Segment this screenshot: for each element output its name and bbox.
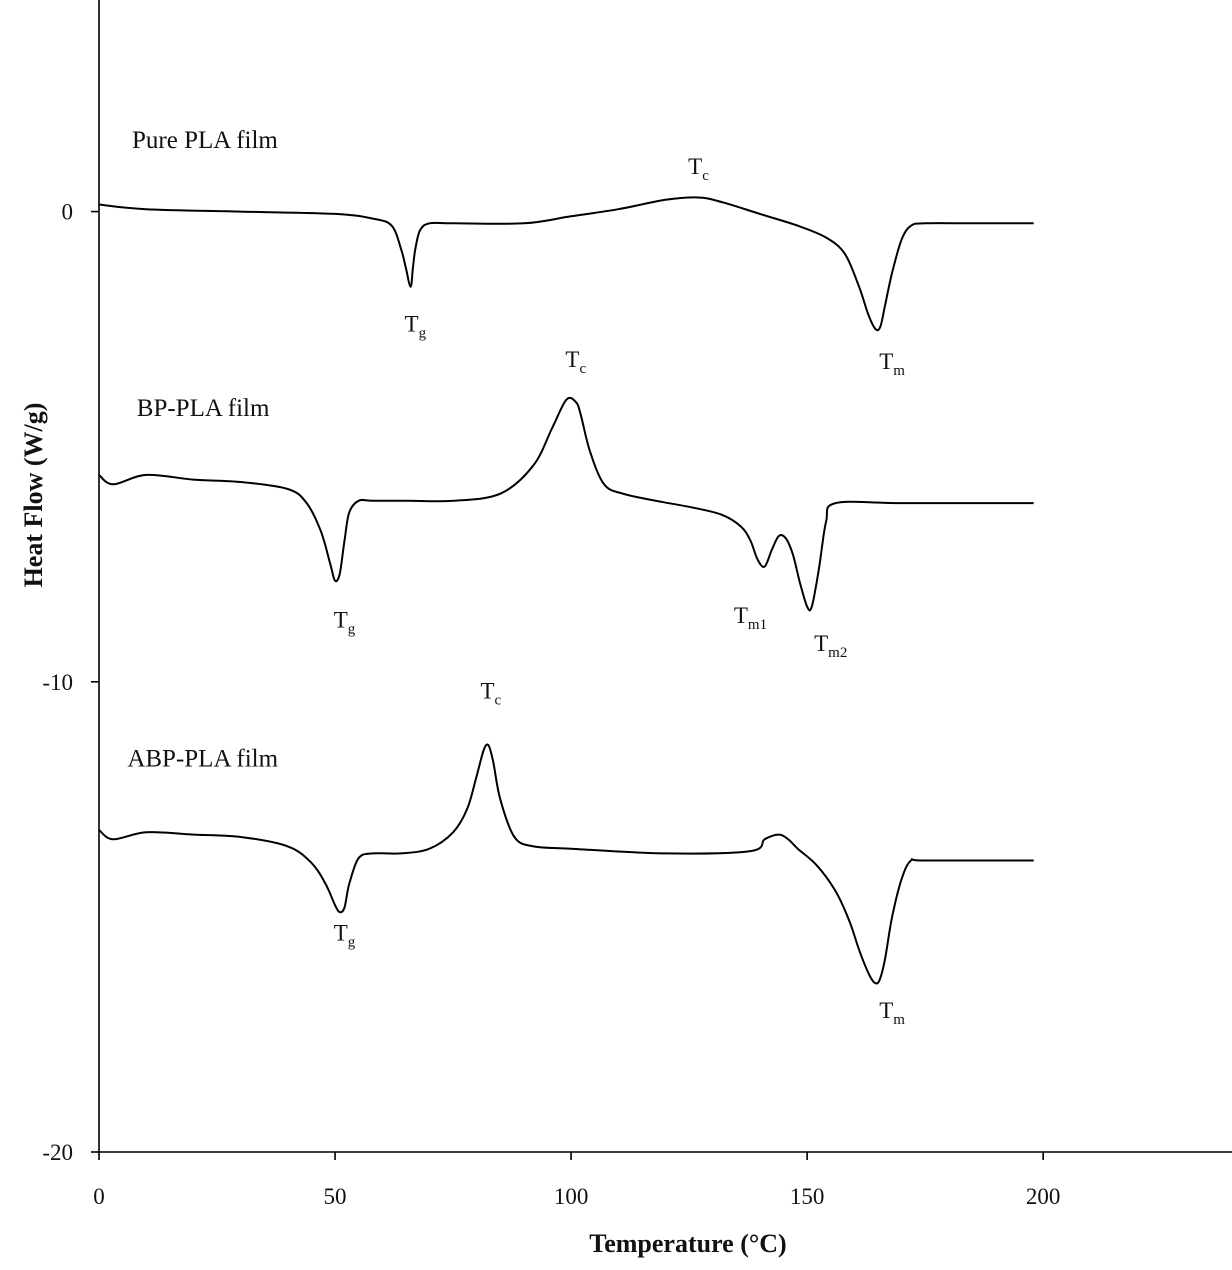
- annotation-subscript: m1: [748, 617, 767, 633]
- series-line-3: [98, 743, 1034, 985]
- y-tick-label: -20: [42, 1140, 73, 1165]
- annotation-base: T: [480, 678, 494, 703]
- x-tick-label: 200: [1026, 1184, 1061, 1209]
- annotation-base: T: [814, 631, 828, 656]
- y-axis-ticks: 0 -10 -20: [42, 200, 99, 1165]
- annotation-subscript: c: [495, 692, 502, 708]
- x-tick-label: 50: [324, 1184, 347, 1209]
- annotation-base: T: [879, 998, 893, 1023]
- x-axis-title: Temperature (°C): [589, 1229, 786, 1258]
- annotation-base: T: [688, 154, 702, 179]
- annotation-subscript: m2: [828, 645, 847, 661]
- series-label: ABP-PLA film: [127, 745, 278, 772]
- peak-annotation: Tc: [565, 347, 586, 377]
- peak-annotation: Tm: [879, 349, 905, 379]
- annotation-base: T: [405, 311, 419, 336]
- annotation-subscript: g: [348, 934, 356, 950]
- x-tick-label: 100: [554, 1184, 589, 1209]
- y-tick-label: 0: [62, 200, 74, 225]
- peak-annotation: Tm: [879, 998, 905, 1028]
- y-axis-title: Heat Flow (W/g): [19, 403, 48, 588]
- series-line-1: [98, 196, 1034, 332]
- peak-annotation: Tm2: [814, 631, 847, 661]
- peak-annotation: Tg: [405, 311, 427, 341]
- peak-annotation: Tg: [334, 920, 356, 950]
- annotation-base: T: [334, 920, 348, 945]
- x-axis-ticks: 0 50 100 150 200: [93, 1152, 1060, 1209]
- annotation-base: T: [565, 347, 579, 372]
- annotation-base: T: [734, 603, 748, 628]
- x-tick-label: 150: [790, 1184, 825, 1209]
- series-label: BP-PLA film: [137, 395, 270, 422]
- annotation-subscript: g: [348, 622, 356, 638]
- annotation-base: T: [879, 349, 893, 374]
- series-label: Pure PLA film: [132, 127, 278, 154]
- peak-annotation: Tm1: [734, 603, 767, 633]
- annotation-subscript: m: [893, 1012, 905, 1028]
- annotation-subscript: c: [579, 361, 586, 377]
- annotation-subscript: g: [419, 325, 427, 341]
- annotation-subscript: m: [893, 363, 905, 379]
- peak-annotation: Tc: [480, 678, 501, 708]
- y-tick-label: -10: [42, 670, 73, 695]
- peak-annotation: Tc: [688, 154, 709, 184]
- annotation-base: T: [334, 608, 348, 633]
- peak-annotation: Tg: [334, 608, 356, 638]
- x-tick-label: 0: [93, 1184, 105, 1209]
- annotation-subscript: c: [702, 168, 709, 184]
- series-line-2: [98, 396, 1034, 612]
